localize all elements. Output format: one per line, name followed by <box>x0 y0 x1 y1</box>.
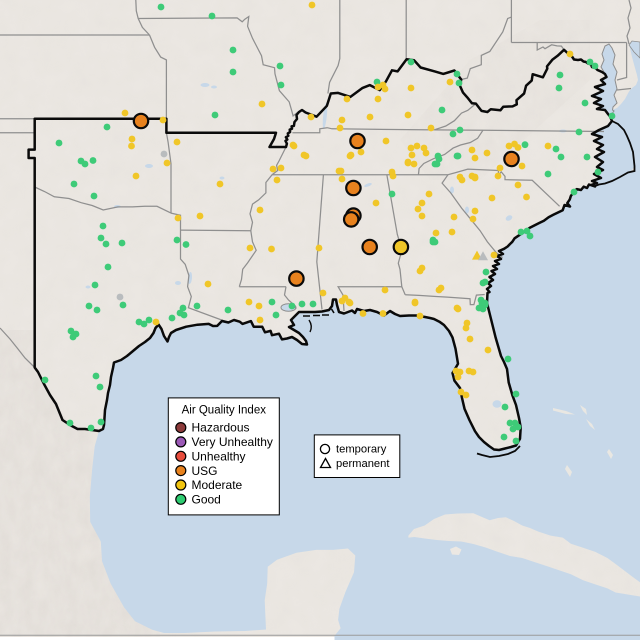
svg-text:permanent: permanent <box>336 458 390 470</box>
svg-text:Good: Good <box>192 493 221 507</box>
svg-text:Unhealthy: Unhealthy <box>192 450 246 464</box>
svg-text:USG: USG <box>192 464 218 478</box>
svg-text:Air Quality Index: Air Quality Index <box>182 405 267 417</box>
svg-text:Hazardous: Hazardous <box>192 421 250 435</box>
svg-text:Very Unhealthy: Very Unhealthy <box>192 435 273 449</box>
svg-text:Moderate: Moderate <box>192 478 243 492</box>
svg-text:temporary: temporary <box>336 444 387 456</box>
